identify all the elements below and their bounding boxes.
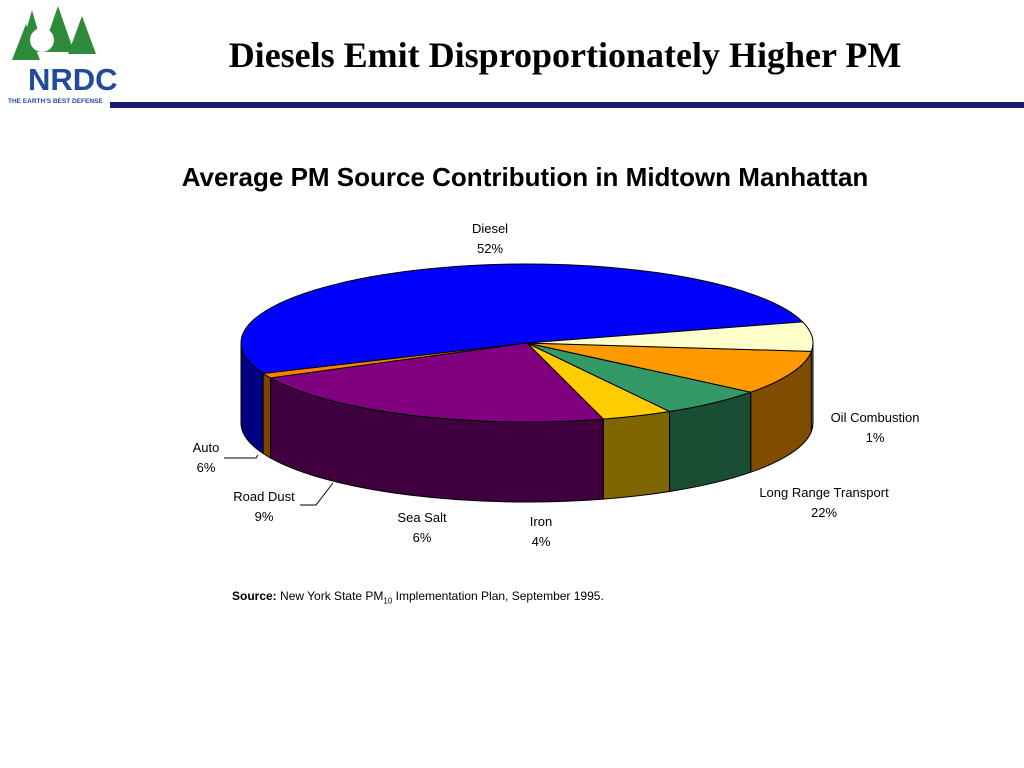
slice-labels: Diesel 52% Oil Combustion 1% Long Range … (193, 221, 920, 549)
slice-label-long-range-transport-name: Long Range Transport (759, 485, 889, 500)
source-text-before: New York State PM (280, 589, 384, 603)
slice-label-iron-name: Iron (530, 514, 552, 529)
title-rule (110, 102, 1024, 108)
pie-slice-road-dust (526, 342, 813, 393)
slice-label-long-range-transport-value: 22% (811, 505, 837, 520)
source-label: Source: (232, 589, 277, 603)
slice-label-sea-salt-name: Sea Salt (397, 510, 447, 525)
slice-label-auto-value: 6% (197, 460, 216, 475)
pie-slice-diesel (240, 263, 804, 375)
road-dust-leader-line (300, 482, 334, 506)
nrdc-logo: NRDC THE EARTH'S BEST DEFENSE (8, 6, 120, 105)
pie-tops (240, 263, 814, 423)
slice-label-diesel-name: Diesel (472, 221, 508, 236)
pie-side-iron (602, 410, 671, 500)
source-text-after: Implementation Plan, September 1995. (392, 589, 604, 603)
leader-lines (224, 454, 334, 506)
slice-label-oil-combustion-value: 1% (866, 430, 885, 445)
auto-leader-line (224, 454, 259, 459)
slice-label-sea-salt-value: 6% (413, 530, 432, 545)
slice-label-road-dust-value: 9% (255, 509, 274, 524)
pie-side-oil-combustion (262, 372, 272, 459)
chart-title: Average PM Source Contribution in Midtow… (181, 162, 869, 192)
slice-label-auto-name: Auto (193, 440, 220, 455)
slice-label-oil-combustion-name: Oil Combustion (831, 410, 920, 425)
pie-slice-long-range-transport (269, 342, 605, 423)
logo-tagline: THE EARTH'S BEST DEFENSE (8, 98, 103, 105)
pie-side-auto (810, 342, 814, 432)
source-subscript: 10 (383, 596, 393, 606)
slice-label-iron-value: 4% (532, 534, 551, 549)
pie-slice-auto (526, 321, 814, 352)
source-note: Source: New York State PM10 Implementati… (232, 589, 604, 605)
slice-label-road-dust-name: Road Dust (233, 489, 295, 504)
slice-label-diesel-value: 52% (477, 241, 503, 256)
slide-title: Diesels Emit Disproportionately Higher P… (228, 35, 902, 75)
logo-text: NRDC (28, 62, 118, 97)
